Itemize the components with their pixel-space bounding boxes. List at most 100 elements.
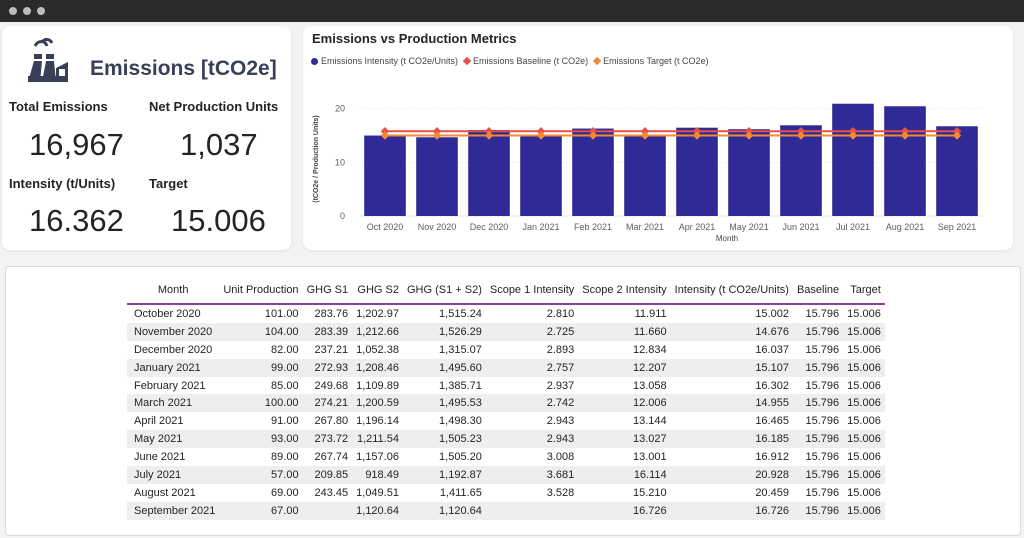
table-cell: 283.76 <box>314 307 349 320</box>
total-emissions-value: 16,967 <box>29 127 124 162</box>
table-cell: 15.796 <box>792 430 844 449</box>
table-cell: 1,157.06 <box>356 451 399 464</box>
table-cell: 15.006 <box>843 322 885 341</box>
table-cell: 20.459 <box>755 486 789 499</box>
table-cell: November 2020 <box>127 322 220 341</box>
table-cell: 15.006 <box>843 430 885 449</box>
emissions-table: Month Unit Production GHG S1 GHG S2 GHG (S1 … <box>127 277 885 520</box>
table-cell: 1,505.23 <box>402 430 486 449</box>
kpi-title: Emissions [tCO2e] <box>90 57 277 80</box>
table-cell: 267.80 <box>314 415 349 428</box>
window-close-icon[interactable] <box>9 7 17 15</box>
table-cell: 69.00 <box>271 486 299 499</box>
net-production-label: Net Production Units <box>149 99 279 114</box>
table-cell: 2.757 <box>485 358 579 377</box>
table-cell: 16.037 <box>755 343 789 356</box>
bar <box>624 135 666 216</box>
table-cell: 82.00 <box>271 343 299 356</box>
table-cell: 16.726 <box>578 501 671 520</box>
table-cell: 2.725 <box>485 322 579 341</box>
kpi-card: Emissions [tCO2e] Total Emissions 16,967… <box>2 26 291 250</box>
legend-item-intensity[interactable]: Emissions Intensity (t CO2e/Units) <box>311 56 458 66</box>
table-cell: 15.796 <box>792 322 844 341</box>
table-cell: 1,202.97 <box>356 307 399 320</box>
table-cell: 1,212.66 <box>352 322 403 341</box>
table-cell: 15.796 <box>805 307 840 320</box>
column-header[interactable]: Baseline <box>792 277 844 305</box>
table-cell: 3.008 <box>546 451 575 464</box>
legend-item-target[interactable]: Emissions Target (t CO2e) <box>592 56 708 66</box>
window-maximize-icon[interactable] <box>37 7 45 15</box>
table-cell: August 2021 <box>134 486 196 499</box>
table-row: February 2021 85.00 249.68 1,109.89 1,385.71… <box>127 377 885 395</box>
table-cell: 16.912 <box>755 451 789 464</box>
table-cell: 15.796 <box>805 486 840 499</box>
table-cell: 13.058 <box>632 379 667 392</box>
column-header[interactable]: GHG (S1 + S2) <box>402 277 486 305</box>
column-header[interactable]: Month <box>127 277 220 305</box>
window-minimize-icon[interactable] <box>23 7 31 15</box>
y-tick-label: 20 <box>335 104 345 114</box>
x-tick-label: Feb 2021 <box>574 222 612 232</box>
target-marker <box>432 131 442 140</box>
factory-icon <box>28 38 68 82</box>
legend-item-baseline[interactable]: Emissions Baseline (t CO2e) <box>462 56 588 66</box>
table-cell: 1,211.54 <box>352 430 403 449</box>
table-cell: March 2021 <box>127 394 220 413</box>
window-titlebar <box>0 0 1024 22</box>
table-cell: July 2021 <box>127 466 220 484</box>
table-cell: 237.21 <box>314 343 349 356</box>
table-cell: 13.027 <box>578 430 671 449</box>
table-cell: 12.006 <box>578 394 671 413</box>
table-cell: 16.302 <box>755 379 789 392</box>
table-cell: 14.676 <box>670 322 793 341</box>
column-header[interactable]: Intensity (t CO2e/Units) <box>670 277 793 305</box>
column-header[interactable]: Scope 1 Intensity <box>485 277 579 305</box>
x-tick-label: Jan 2021 <box>522 222 559 232</box>
table-cell: 2.943 <box>546 415 575 428</box>
x-tick-label: Apr 2021 <box>679 222 716 232</box>
column-header[interactable]: Unit Production <box>219 277 303 305</box>
table-cell: 249.68 <box>314 379 349 392</box>
x-tick-label: Aug 2021 <box>886 222 925 232</box>
table-cell: 15.796 <box>805 415 840 428</box>
table-cell: 14.955 <box>670 394 793 413</box>
table-body: October 2020 101.00 283.76 1,202.97 1,515.24… <box>127 304 885 520</box>
table-cell: 15.006 <box>847 415 881 428</box>
target-value: 15.006 <box>171 203 266 238</box>
x-axis-label: Month <box>716 234 738 243</box>
table-cell: 15.006 <box>843 501 885 520</box>
table-cell: 16.726 <box>670 501 793 520</box>
column-header[interactable]: Scope 2 Intensity <box>578 277 671 305</box>
x-tick-label: May 2021 <box>729 222 769 232</box>
bar <box>416 137 458 216</box>
column-header[interactable]: Target <box>843 277 885 305</box>
y-tick-label: 10 <box>335 157 345 167</box>
bar <box>936 126 978 216</box>
table-header-row: Month Unit Production GHG S1 GHG S2 GHG (S1 … <box>127 277 885 305</box>
table-cell: 15.796 <box>792 466 844 484</box>
table-row: July 2021 57.00 209.85 918.49 1,192.87 3.681 1… <box>127 466 885 484</box>
table-cell: October 2020 <box>134 307 201 320</box>
table-cell: 274.21 <box>302 394 353 413</box>
x-tick-label: Dec 2020 <box>470 222 509 232</box>
table-cell: 15.006 <box>843 394 885 413</box>
table-row: January 2021 99.00 272.93 1,208.46 1,495.60 2… <box>127 358 885 377</box>
y-tick-label: 0 <box>340 211 345 221</box>
total-emissions-label: Total Emissions <box>9 99 108 114</box>
table-cell: 15.796 <box>792 358 844 377</box>
table-cell: December 2020 <box>134 343 213 356</box>
table-cell: 2.742 <box>485 394 579 413</box>
table-cell: 1,526.29 <box>402 322 486 341</box>
table-cell: 1,120.64 <box>352 501 403 520</box>
bar <box>676 127 718 216</box>
table-cell: 12.207 <box>578 358 671 377</box>
table-row: April 2021 91.00 267.80 1,196.14 1,498.30 2.9… <box>127 412 885 430</box>
column-header[interactable]: GHG S2 <box>352 277 403 305</box>
table-cell: 15.796 <box>792 394 844 413</box>
table-cell: 15.006 <box>843 358 885 377</box>
table-cell: 15.006 <box>847 486 881 499</box>
table-cell: 2.943 <box>485 430 579 449</box>
column-header[interactable]: GHG S1 <box>302 277 353 305</box>
table-cell: 2.810 <box>546 307 575 320</box>
